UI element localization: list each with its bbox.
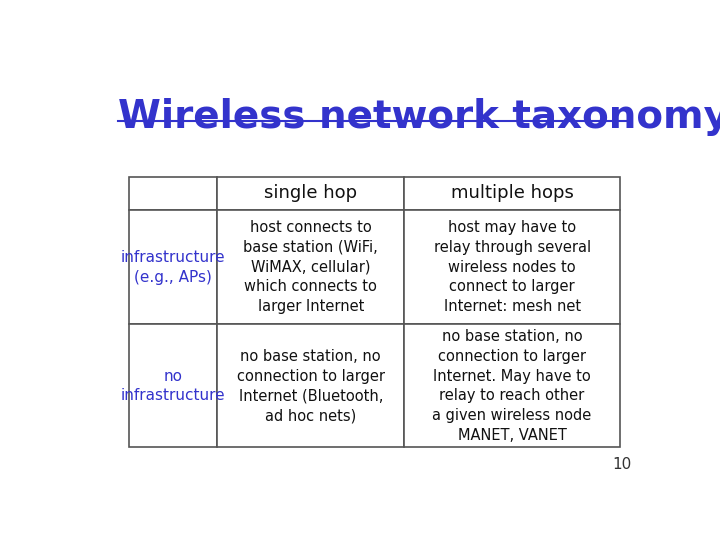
Text: host connects to
base station (WiFi,
WiMAX, cellular)
which connects to
larger I: host connects to base station (WiFi, WiM… [243,220,378,314]
Text: single hop: single hop [264,185,357,202]
Text: Wireless network taxonomy: Wireless network taxonomy [118,98,720,136]
Bar [129,177,217,210]
Text: infrastructure
(e.g., APs): infrastructure (e.g., APs) [121,250,225,285]
Text: multiple hops: multiple hops [451,185,574,202]
Bar [404,177,620,210]
Text: no base station, no
connection to larger
Internet. May have to
relay to reach ot: no base station, no connection to larger… [433,329,592,443]
Text: host may have to
relay through several
wireless nodes to
connect to larger
Inter: host may have to relay through several w… [433,220,590,314]
Bar [217,177,404,210]
Text: no base station, no
connection to larger
Internet (Bluetooth,
ad hoc nets): no base station, no connection to larger… [237,349,384,423]
Text: no
infrastructure: no infrastructure [121,368,225,403]
Text: 10: 10 [612,457,631,472]
